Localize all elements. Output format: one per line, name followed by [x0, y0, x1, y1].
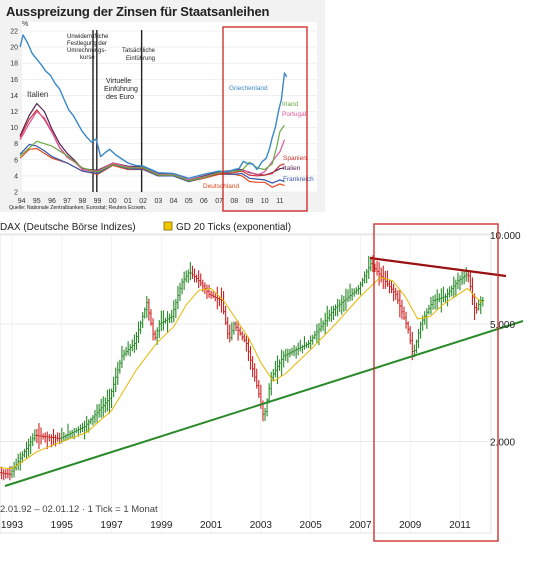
dax-y-axis: 10.000 5.000 2.000	[490, 231, 521, 449]
dax-title: DAX (Deutsche Börse Indizes)	[0, 222, 136, 233]
y-tick-label: 2	[14, 190, 18, 197]
series-label: Irland	[282, 101, 299, 108]
x-tick-label: 10	[261, 198, 269, 205]
y-tick-label: 22	[10, 29, 18, 36]
x-tick-label: 09	[246, 198, 254, 205]
y-tick-label: 18	[10, 61, 18, 68]
series-label: Griechenland	[229, 85, 268, 92]
x-tick-label: 01	[124, 198, 132, 205]
series-label: Italien	[283, 165, 301, 172]
x-tick-label: 08	[230, 198, 238, 205]
y-tick-label: 6	[14, 157, 18, 164]
y-tick-label: 8	[14, 141, 18, 148]
y-tick-label: 14	[10, 93, 18, 100]
highlight-box	[222, 26, 308, 212]
dax-x-tick-label: 1995	[51, 520, 74, 531]
plot-area	[22, 22, 317, 192]
annotation-actual-euro: Tatsächliche Einführung	[122, 48, 156, 62]
dax-chart: DAX (Deutsche Börse Indizes) GD 20 Ticks…	[0, 221, 524, 542]
x-tick-label: 04	[170, 198, 178, 205]
x-tick-label: 11	[276, 198, 283, 205]
dax-plot-area	[0, 233, 492, 534]
x-tick-label: 00	[109, 198, 117, 205]
dax-moving-average	[0, 276, 483, 470]
series-line	[19, 34, 288, 179]
y-tick-label: 20	[10, 45, 18, 52]
dax-y-tick-label: 2.000	[490, 438, 515, 449]
dax-y-tick-label: 10.000	[490, 231, 521, 242]
dax-y-tick-label: 5.000	[490, 320, 515, 331]
y-tick-label: 4	[14, 173, 18, 180]
dax-x-tick-label: 2007	[349, 520, 372, 531]
resistance-trendline	[369, 256, 507, 278]
y-tick-label: 16	[10, 77, 18, 84]
x-tick-label: 96	[48, 198, 56, 205]
source-note: Quelle: Nationale Zentralbanken; Eurosta…	[9, 205, 146, 211]
dax-footer: 2.01.92 – 02.01.12 · 1 Tick = 1 Monat	[0, 504, 158, 515]
legend-swatch-ma	[163, 221, 173, 231]
event-lines	[92, 30, 143, 192]
dax-x-tick-label: 2005	[300, 520, 323, 531]
x-tick-label: 97	[63, 198, 71, 205]
y-tick-label: 12	[10, 109, 18, 116]
series-label: Frankreich	[283, 176, 314, 183]
series-label: Portugal	[282, 111, 307, 118]
annotation-virtual-euro: Virtuelle Einführung des Euro	[104, 78, 138, 101]
dax-x-tick-label: 2001	[200, 520, 223, 531]
x-tick-label: 02	[139, 198, 147, 205]
dax-x-tick-label: 2003	[250, 520, 273, 531]
y-unit-label: %	[22, 21, 28, 28]
series-label: Deutschland	[203, 183, 240, 190]
dax-x-tick-label: 2011	[449, 520, 471, 531]
dax-x-axis: 1993 1995 1997 1999 2001 2003 2005 2007 2009 2011	[1, 520, 471, 531]
yield-spread-plot: 2 4 6 8 10 12 14 16 18 20 22 94 95 96 97 98 99 00 01 02 03 0…	[9, 21, 317, 212]
yield-spread-chart: 2 4 6 8 10 12 14 16 18 20 22 94 95 96 97 98 99 00 01 02 03 0…	[0, 0, 325, 212]
legend-ma-label: GD 20 Ticks (exponential)	[176, 222, 291, 233]
x-tick-label: 98	[78, 198, 86, 205]
series-label: Italien	[27, 90, 48, 99]
x-tick-label: 06	[200, 198, 208, 205]
x-tick-label: 05	[185, 198, 193, 205]
x-axis: 94 95 96 97 98 99 00 01 02 03 04 05 06 07 08 09 10 11	[18, 198, 284, 205]
y-axis: 2 4 6 8 10 12 14 16 18 20 22	[10, 29, 18, 197]
x-tick-label: 99	[94, 198, 102, 205]
x-tick-label: 94	[18, 198, 26, 205]
dax-highlight-box	[373, 223, 499, 542]
dax-x-tick-label: 2009	[399, 520, 422, 531]
series-line	[19, 143, 285, 184]
dax-bars	[0, 255, 485, 481]
chart-title: Ausspreizung der Zinsen für Staatsanleih…	[6, 4, 270, 19]
series-lines	[19, 34, 288, 188]
x-tick-label: 03	[154, 198, 162, 205]
dax-x-tick-label: 1993	[1, 520, 24, 531]
series-labels: Griechenland Irland Portugal Spanien Italien…	[27, 85, 314, 190]
x-tick-label: 07	[215, 198, 223, 205]
dax-x-tick-label: 1997	[100, 520, 123, 531]
series-line	[19, 124, 285, 182]
dax-x-tick-label: 1999	[150, 520, 173, 531]
y-tick-label: 10	[10, 125, 18, 132]
support-trendline	[4, 320, 524, 487]
series-label: Spanien	[283, 155, 307, 162]
annotation-fixing: Unwiderrufliche Festlegung der Umrechnungs…	[67, 34, 109, 61]
x-tick-label: 95	[33, 198, 41, 205]
